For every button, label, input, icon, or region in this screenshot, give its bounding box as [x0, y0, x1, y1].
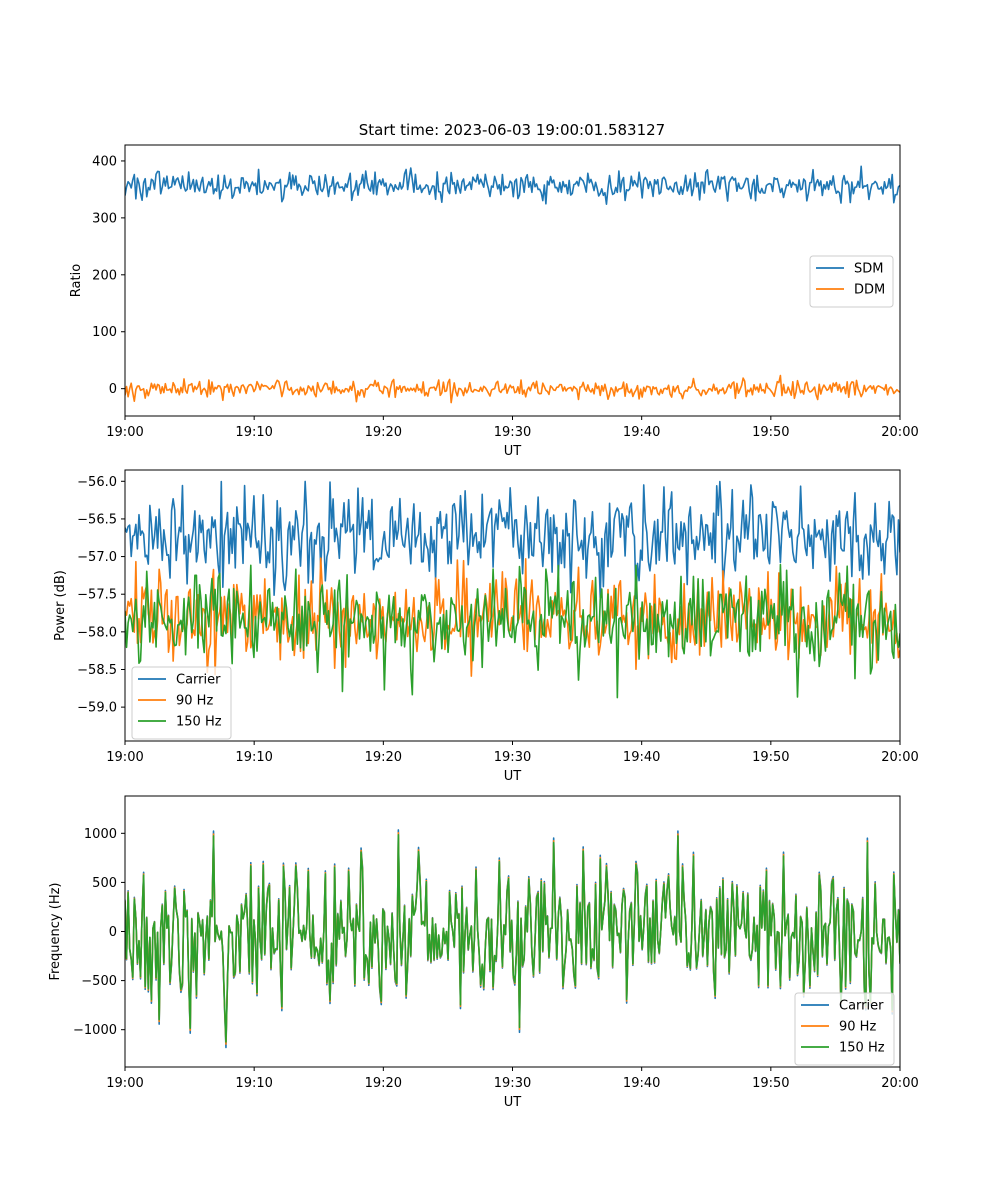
y-axis-label: Power (dB) [53, 570, 68, 641]
legend-label: Carrier [176, 673, 221, 688]
legend-3: Carrier 90 Hz 150 Hz [794, 992, 895, 1066]
panel-3: 19:00 19:10 19:20 19:30 19:40 19:50 20:00 −1000… [48, 795, 919, 1110]
y-tick-label: −59.0 [77, 701, 117, 716]
x-tick-label: 19:50 [752, 1076, 789, 1091]
panel-1: 19:00 19:10 19:20 19:30 19:40 19:50 20:00 0 100 2… [69, 144, 919, 459]
y-tick-label: 0 [109, 925, 117, 940]
legend-label: Carrier [839, 999, 884, 1014]
x-tick-label: 19:10 [235, 1076, 272, 1091]
x-tick-label: 19:00 [106, 750, 143, 765]
x-axis-label: UT [504, 1095, 522, 1110]
y-tick-label: 200 [92, 268, 117, 283]
y-tick-label: 0 [109, 382, 117, 397]
panels: 19:00 19:10 19:20 19:30 19:40 19:50 20:00 0 100 2… [48, 144, 919, 1110]
y-tick-label: −58.5 [77, 663, 117, 678]
series-line-1-2 [125, 374, 900, 404]
x-tick-label: 19:30 [494, 425, 531, 440]
legend-label: 90 Hz [839, 1020, 876, 1035]
x-axis-label: UT [504, 769, 522, 784]
series-line-2-1 [125, 480, 900, 600]
x-tick-label: 19:20 [365, 750, 402, 765]
x-tick-label: 19:00 [106, 425, 143, 440]
legend-label: 150 Hz [839, 1041, 885, 1056]
x-tick-label: 19:00 [106, 1076, 143, 1091]
y-tick-label: −1000 [73, 1023, 117, 1038]
x-tick-label: 19:20 [365, 1076, 402, 1091]
y-tick-label: −57.0 [77, 550, 117, 565]
x-tick-label: 20:00 [881, 1076, 918, 1091]
x-tick-label: 19:40 [623, 1076, 660, 1091]
y-tick-label: −57.5 [77, 588, 117, 603]
x-tick-label: 19:10 [235, 750, 272, 765]
y-tick-label: −56.0 [77, 475, 117, 490]
figure-title: Start time: 2023-06-03 19:00:01.583127 [359, 121, 665, 139]
legend-label: DDM [854, 283, 885, 298]
x-tick-label: 19:50 [752, 425, 789, 440]
y-tick-label: −58.0 [77, 625, 117, 640]
legend-label: SDM [854, 262, 883, 277]
x-axis-label: UT [504, 444, 522, 459]
y-tick-label: 500 [92, 876, 117, 891]
x-tick-label: 19:50 [752, 750, 789, 765]
y-axis-label: Ratio [69, 264, 84, 297]
legend-label: 90 Hz [176, 694, 213, 709]
x-tick-label: 20:00 [881, 750, 918, 765]
x-tick-label: 19:40 [623, 425, 660, 440]
series-line-2-3 [125, 563, 900, 699]
y-tick-label: 100 [92, 325, 117, 340]
y-tick-label: −56.5 [77, 512, 117, 527]
x-tick-label: 19:40 [623, 750, 660, 765]
x-tick-label: 19:30 [494, 1076, 531, 1091]
x-tick-label: 19:10 [235, 425, 272, 440]
series-line-1-1 [125, 165, 900, 205]
x-tick-label: 19:20 [365, 425, 402, 440]
x-tick-label: 20:00 [881, 425, 918, 440]
series-line-3-3 [125, 834, 900, 1043]
y-tick-label: 400 [92, 154, 117, 169]
legend-1: SDM DDM [809, 255, 894, 308]
x-tick-label: 19:30 [494, 750, 531, 765]
y-tick-label: −500 [81, 974, 117, 989]
y-tick-label: 300 [92, 211, 117, 226]
y-axis-label: Frequency (Hz) [48, 882, 63, 980]
panel-2: 19:00 19:10 19:20 19:30 19:40 19:50 20:00 −56.0… [53, 469, 919, 784]
legend-2: Carrier 90 Hz 150 Hz [131, 666, 232, 740]
legend-label: 150 Hz [176, 715, 222, 730]
y-tick-label: 1000 [84, 827, 117, 842]
